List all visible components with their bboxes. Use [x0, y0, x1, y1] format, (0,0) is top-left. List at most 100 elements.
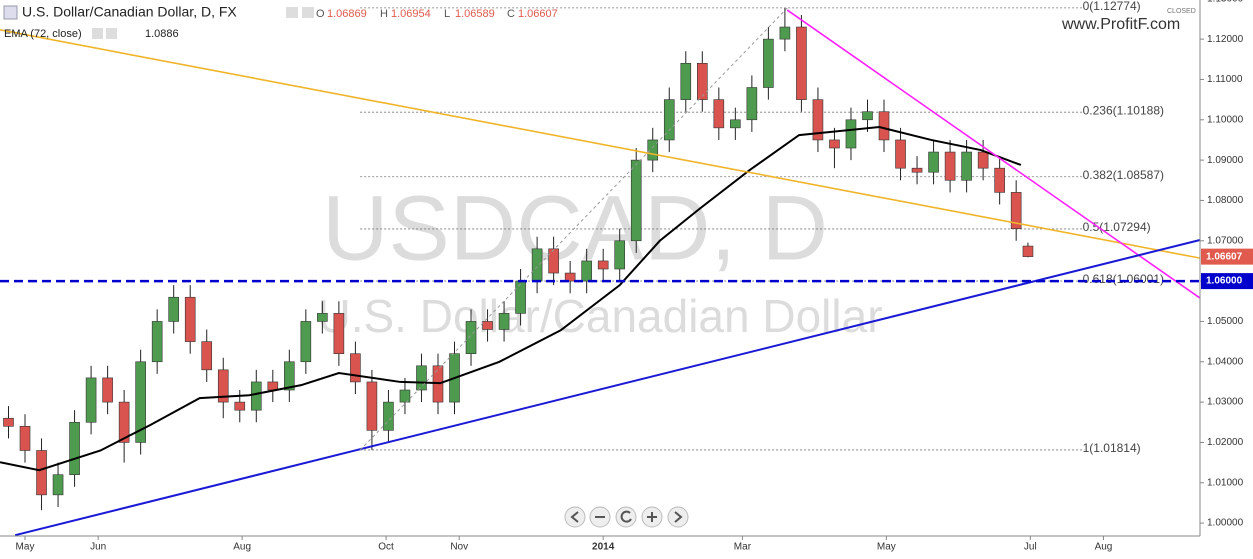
candle-body: [944, 151, 956, 181]
candle-body: [911, 167, 923, 173]
candle-body: [135, 361, 146, 443]
scroll-right[interactable]: [667, 506, 689, 528]
candle-body: [267, 381, 279, 391]
icon: [286, 7, 298, 18]
nav-icons: [570, 510, 683, 523]
ohlc-key: C: [507, 8, 515, 20]
candle-body: [630, 159, 642, 242]
last-price-badge: [1201, 248, 1253, 265]
trend-line: [786, 9, 1201, 299]
candle-body: [597, 260, 609, 270]
candle-body: [862, 111, 873, 121]
candle-body: [812, 99, 824, 141]
fib-label: 0.382(1.08587): [1083, 168, 1164, 182]
ohlc-value: 1.06607: [518, 8, 558, 20]
symbol-icon: [3, 5, 18, 20]
candle-body: [663, 99, 675, 141]
indicator-value: 1.0886: [145, 28, 179, 40]
y-tick-label: 1.02000: [1207, 437, 1244, 448]
candle-body: [614, 240, 626, 270]
watermark-name: U.S. Dollar/Canadian Dollar: [317, 290, 882, 342]
candle-body: [3, 417, 14, 427]
candle-body: [350, 353, 361, 383]
fib-label: 0.618(1.06001): [1083, 272, 1164, 286]
price-badge: [1201, 273, 1253, 290]
candle-body: [845, 119, 857, 149]
ohlc-value: 1.06954: [391, 8, 431, 20]
candle-body: [515, 280, 526, 314]
ohlc-value: 1.06869: [327, 8, 367, 20]
candle-body: [928, 151, 939, 173]
ohlc-key: L: [444, 8, 450, 20]
candle-body: [647, 139, 659, 161]
candle-body: [531, 248, 543, 282]
scroll-left[interactable]: [564, 506, 586, 528]
candle-body: [730, 119, 741, 129]
y-tick-label: 1.01000: [1207, 477, 1244, 488]
candle-body: [201, 341, 213, 371]
candle-body: [581, 260, 592, 282]
x-tick-label: Aug: [1095, 542, 1113, 553]
y-tick-label: 1.08000: [1207, 195, 1244, 206]
fib-label: 0.236(1.10188): [1083, 103, 1164, 117]
y-tick-label: 1.12000: [1207, 34, 1244, 45]
candle-body: [482, 321, 493, 330]
x-tick-label: Mar: [734, 542, 752, 553]
icon: [302, 7, 314, 18]
candle-body: [829, 139, 840, 149]
candle-body: [300, 321, 312, 363]
icon: [570, 511, 579, 523]
candle-body: [52, 474, 64, 496]
chart-title: U.S. Dollar/Canadian Dollar, D, FX: [22, 4, 237, 20]
candle-body: [234, 401, 246, 411]
candle-body: [779, 26, 791, 40]
y-tick-label: 1.10000: [1207, 114, 1244, 125]
candle-body: [680, 63, 692, 100]
x-tick-label: Jun: [90, 542, 106, 553]
ohlc-value: 1.06589: [455, 8, 495, 20]
icon: [620, 510, 632, 523]
x-tick-label: May: [16, 542, 35, 553]
y-tick-label: 1.03000: [1207, 397, 1244, 408]
y-tick-label: 1.09000: [1207, 155, 1244, 166]
y-tick-label: 1.04000: [1207, 356, 1244, 367]
trend-line: [14, 238, 1201, 537]
candle-body: [383, 401, 394, 431]
ohlc-key: O: [316, 8, 325, 20]
axes: 1.00000 1.01000 1.02000 1.03000 1.04000 1.050…: [16, 0, 1253, 553]
candle-body: [895, 139, 906, 169]
candle-body: [399, 389, 411, 403]
y-tick-label: 1.07000: [1207, 235, 1244, 246]
candle-body: [1010, 192, 1022, 229]
candle-body: [19, 425, 31, 451]
candle-body: [36, 450, 47, 496]
y-tick-label: 1.00000: [1207, 518, 1244, 529]
x-tick-label: May: [877, 542, 896, 553]
brand: www.ProfitF.com: [1061, 16, 1180, 33]
candle-body: [184, 296, 196, 342]
fib-label: 0.5(1.07294): [1083, 220, 1151, 234]
y-tick-label: 1.13000: [1207, 0, 1244, 4]
candle-body: [548, 248, 559, 274]
icon: [674, 511, 683, 523]
ohlc-key: H: [380, 8, 388, 20]
ema-line: [0, 126, 1022, 472]
candle-body: [977, 151, 989, 169]
candle-body: [1022, 245, 1034, 257]
candle-body: [366, 381, 378, 431]
candle-body: [498, 313, 510, 330]
candle-body: [69, 421, 80, 475]
fib-label: 1(1.01814): [1083, 441, 1141, 455]
candle-body: [763, 38, 774, 88]
candle-body: [465, 321, 477, 355]
candle-body: [333, 313, 345, 355]
candle-body: [961, 151, 972, 181]
candle-body: [151, 321, 163, 363]
reset[interactable]: [615, 506, 637, 528]
icon: [92, 28, 103, 39]
candle-body: [697, 63, 708, 100]
candle-body: [250, 381, 262, 411]
candle-body: [746, 87, 758, 121]
price-badge-label: 1.06000: [1206, 276, 1243, 287]
trend-line: [0, 29, 1201, 259]
